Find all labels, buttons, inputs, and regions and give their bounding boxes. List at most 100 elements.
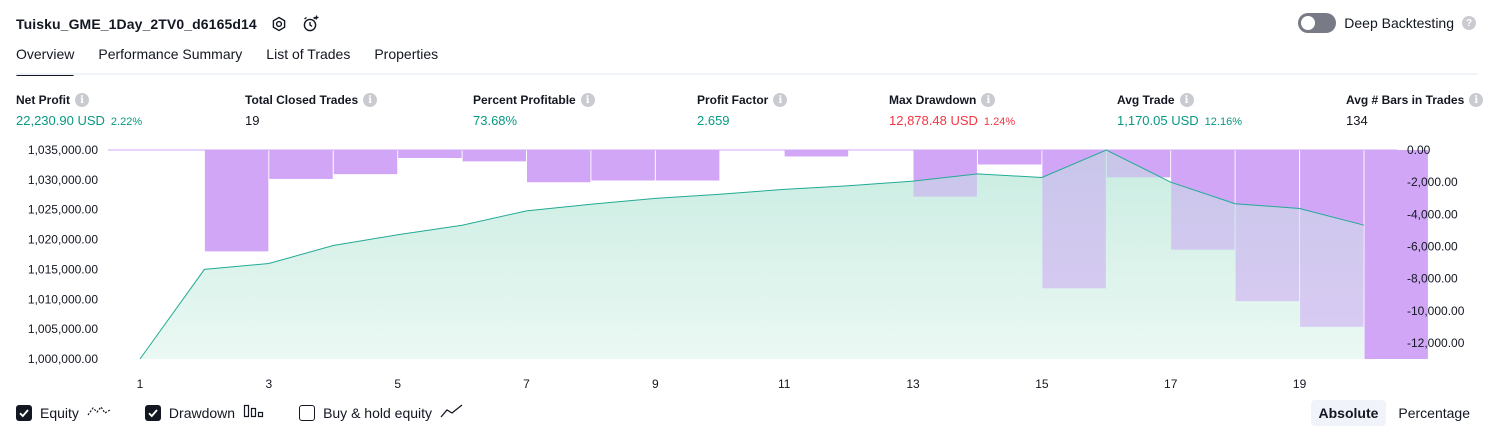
x-axis-tick-label: 13 bbox=[906, 377, 920, 391]
tab-overview[interactable]: Overview bbox=[16, 46, 75, 76]
drawdown-bar-overlay bbox=[527, 150, 591, 183]
add-alert-clock-icon[interactable] bbox=[301, 14, 321, 34]
stat-percent: 2.22% bbox=[110, 116, 143, 128]
equity-area bbox=[140, 150, 1364, 359]
equity-checkbox[interactable] bbox=[16, 404, 32, 421]
x-axis-tick-label: 9 bbox=[652, 377, 659, 391]
drawdown-bar-overlay bbox=[591, 150, 655, 181]
buy-hold-checkbox[interactable] bbox=[299, 404, 316, 421]
drawdown-bar-overlay bbox=[204, 150, 269, 252]
stat-label: Net Profit bbox=[16, 93, 70, 107]
drawdown-bar bbox=[978, 150, 1042, 165]
toggle-knob bbox=[1301, 16, 1316, 30]
drawdown-bar-overlay bbox=[1235, 150, 1299, 302]
stat-value: 2.659 bbox=[697, 113, 730, 128]
right-axis-tick-label: -8,000.00 bbox=[1407, 272, 1458, 286]
tab-performance-summary[interactable]: Performance Summary bbox=[98, 46, 243, 62]
drawdown-bar-overlay bbox=[978, 150, 1042, 165]
deep-backtesting-control: Deep Backtesting ? bbox=[1298, 13, 1476, 33]
legend-label: Buy & hold equity bbox=[323, 404, 433, 421]
help-question-icon[interactable]: ? bbox=[1462, 16, 1476, 30]
stat-percent: 12.16% bbox=[1204, 116, 1242, 128]
info-icon[interactable]: i bbox=[1469, 93, 1484, 107]
chart-legend: Equity Drawdown Buy & hold equity bbox=[16, 403, 498, 422]
legend-drawdown[interactable]: Drawdown bbox=[144, 403, 265, 422]
right-axis: 0.00 -2,000.00 -4,000.00 -6,000.00 -8,000.00… bbox=[1407, 143, 1465, 350]
stat-profit-factor: Profit Factor i 2.659 bbox=[697, 93, 788, 128]
left-axis-tick-label: 1,020,000.00 bbox=[28, 233, 98, 247]
strategy-title: Tuisku_GME_1Day_2TV0_d6165d14 bbox=[16, 16, 257, 32]
left-axis-tick-label: 1,025,000.00 bbox=[28, 203, 98, 217]
drawdown-bar-overlay bbox=[913, 150, 977, 197]
summary-stats: Net Profit i 22,230.90 USD 2.22% Total Clo… bbox=[16, 93, 1484, 133]
equity-line bbox=[139, 149, 1365, 360]
left-axis-tick-label: 1,035,000.00 bbox=[28, 143, 98, 157]
x-axis-tick-label: 1 bbox=[137, 377, 144, 391]
drawdown-checkbox[interactable] bbox=[144, 404, 161, 421]
legend-equity[interactable]: Equity bbox=[16, 403, 111, 422]
drawdown-bar-overlay bbox=[269, 150, 333, 179]
settings-gear-icon[interactable] bbox=[269, 14, 289, 34]
drawdown-bar-overlay bbox=[1106, 150, 1171, 178]
drawdown-bar-overlay bbox=[784, 150, 849, 157]
drawdown-bar bbox=[527, 150, 591, 183]
stat-label: Total Closed Trades bbox=[245, 93, 359, 107]
tab-properties[interactable]: Properties bbox=[374, 46, 439, 62]
drawdown-bar bbox=[784, 150, 849, 157]
drawdown-bar-overlay bbox=[655, 150, 720, 181]
deep-backtesting-toggle[interactable] bbox=[1298, 13, 1337, 33]
stat-label: Avg # Bars in Trades bbox=[1346, 93, 1465, 107]
x-axis-tick-label: 3 bbox=[265, 377, 272, 391]
drawdown-bar bbox=[655, 150, 720, 181]
stat-value: 22,230.90 USD bbox=[16, 113, 105, 128]
buy-hold-line-icon bbox=[440, 403, 464, 422]
x-axis-tick-label: 11 bbox=[778, 377, 791, 391]
info-icon[interactable]: i bbox=[363, 93, 378, 107]
right-axis-tick-label: 0.00 bbox=[1407, 143, 1431, 157]
mode-absolute[interactable]: Absolute bbox=[1310, 400, 1387, 426]
scale-mode-switch: Absolute Percentage bbox=[1310, 400, 1479, 426]
drawdown-bar bbox=[1364, 150, 1428, 359]
info-icon[interactable]: i bbox=[1179, 93, 1194, 107]
right-axis-tick-label: -6,000.00 bbox=[1407, 240, 1458, 254]
left-axis-tick-label: 1,005,000.00 bbox=[28, 322, 98, 336]
tabs-divider bbox=[16, 73, 1478, 75]
info-icon[interactable]: i bbox=[75, 93, 89, 107]
drawdown-bar-overlay bbox=[398, 150, 462, 158]
stat-percent: 1.24% bbox=[983, 116, 1016, 128]
stat-avg-bars-in-trades: Avg # Bars in Trades i 134 bbox=[1346, 93, 1484, 128]
drawdown-bar bbox=[591, 150, 655, 181]
drawdown-bar-overlay bbox=[333, 150, 398, 175]
right-axis-tick-label: -12,000.00 bbox=[1407, 336, 1465, 350]
stat-value: 73.68% bbox=[473, 113, 518, 128]
stat-label: Profit Factor bbox=[697, 93, 769, 107]
drawdown-bar bbox=[269, 150, 333, 179]
stat-value: 134 bbox=[1346, 113, 1368, 128]
stat-max-drawdown: Max Drawdown i 12,878.48 USD 1.24% bbox=[889, 93, 1015, 128]
drawdown-bar bbox=[204, 150, 269, 252]
left-axis-tick-label: 1,010,000.00 bbox=[28, 292, 98, 306]
stat-percent-profitable: Percent Profitable i 73.68% bbox=[473, 93, 595, 128]
equity-drawdown-chart[interactable]: 1,000,000.00 1,005,000.00 1,010,000.00 1,01… bbox=[0, 138, 1494, 398]
info-icon[interactable]: i bbox=[981, 93, 996, 107]
right-axis-tick-label: -4,000.00 bbox=[1407, 207, 1458, 221]
drawdown-bar bbox=[462, 150, 526, 162]
right-axis-tick-label: -2,000.00 bbox=[1407, 175, 1458, 189]
left-axis-tick-label: 1,030,000.00 bbox=[28, 173, 98, 187]
x-axis-tick-label: 5 bbox=[394, 377, 401, 391]
left-axis-tick-label: 1,000,000.00 bbox=[28, 352, 98, 366]
mode-percentage[interactable]: Percentage bbox=[1398, 405, 1470, 421]
stat-avg-trade: Avg Trade i 1,170.05 USD 12.16% bbox=[1117, 93, 1242, 128]
x-axis-tick-label: 17 bbox=[1164, 377, 1178, 391]
tab-list-of-trades[interactable]: List of Trades bbox=[266, 46, 351, 62]
stat-total-closed-trades: Total Closed Trades i 19 bbox=[245, 93, 378, 128]
drawdown-bar bbox=[333, 150, 398, 175]
info-icon[interactable]: i bbox=[580, 93, 595, 107]
stat-label: Avg Trade bbox=[1117, 93, 1175, 107]
legend-buy-hold[interactable]: Buy & hold equity bbox=[299, 403, 464, 422]
left-axis-tick-label: 1,015,000.00 bbox=[28, 262, 98, 276]
drawdown-bar-overlay bbox=[1300, 150, 1364, 327]
info-icon[interactable]: i bbox=[773, 93, 788, 107]
report-header: Tuisku_GME_1Day_2TV0_d6165d14 bbox=[16, 13, 321, 35]
x-axis-tick-label: 15 bbox=[1035, 377, 1049, 391]
